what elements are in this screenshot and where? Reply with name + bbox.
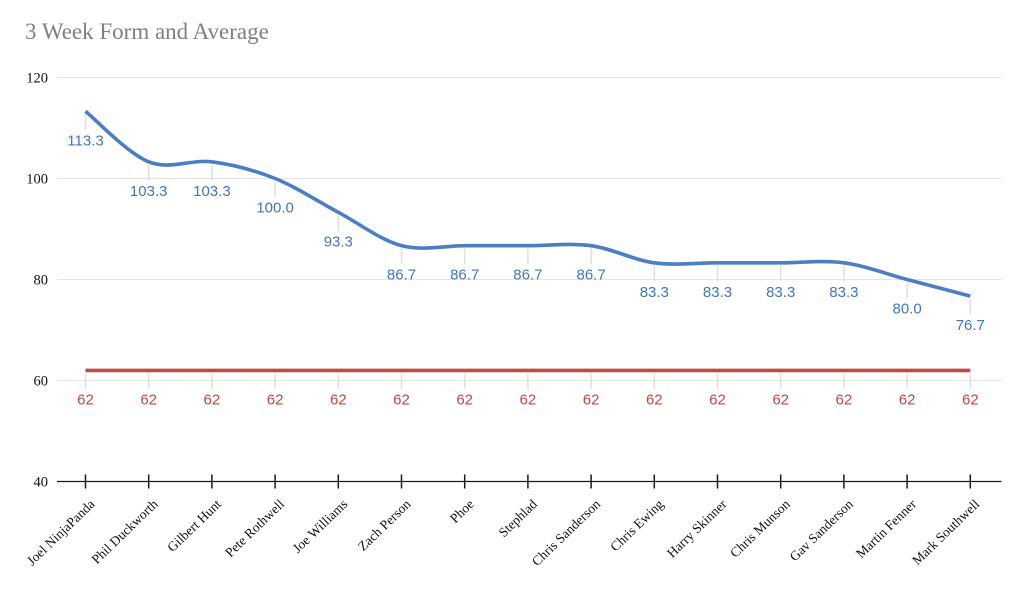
x-axis-category-label: Joe Williams (290, 496, 351, 555)
data-label-1: 62 (709, 391, 726, 408)
data-label-0: 83.3 (766, 284, 795, 301)
y-axis-tick-label: 120 (26, 71, 48, 87)
chart-title: 3 Week Form and Average (25, 19, 269, 44)
y-axis-tick-label: 80 (34, 273, 49, 289)
data-label-1: 62 (962, 391, 979, 408)
data-label-1: 62 (836, 391, 853, 408)
data-label-0: 83.3 (640, 284, 669, 301)
x-axis-category-label: Phoe (447, 496, 477, 526)
data-label-0: 103.3 (193, 183, 231, 200)
x-axis-category-label: Gav Sanderson (786, 496, 856, 564)
data-label-1: 62 (772, 391, 789, 408)
x-axis-category-label: Phil Duckworth (89, 496, 161, 567)
x-axis-category-label: Joel NinjaPanda (24, 496, 98, 568)
data-label-0: 80.0 (892, 301, 921, 318)
data-label-0: 86.7 (387, 267, 416, 284)
data-label-1: 62 (393, 391, 410, 408)
data-label-0: 86.7 (450, 267, 479, 284)
data-label-0: 76.7 (956, 317, 985, 334)
x-axis-category-label: Harry Skinner (664, 496, 730, 561)
data-label-1: 62 (520, 391, 537, 408)
y-axis-tick-label: 100 (26, 172, 48, 188)
data-label-1: 62 (267, 391, 284, 408)
data-label-1: 62 (456, 391, 473, 408)
x-axis-category-label: Chris Sanderson (529, 496, 604, 569)
data-label-0: 100.0 (256, 200, 294, 217)
data-label-0: 83.3 (829, 284, 858, 301)
x-axis-category-label: Chris Munson (727, 496, 793, 560)
x-axis-category-label: Gilbert Hunt (164, 496, 224, 555)
data-label-1: 62 (204, 391, 221, 408)
x-axis-category-label: Pete Rothwell (222, 496, 287, 560)
data-label-1: 62 (646, 391, 663, 408)
data-label-0: 103.3 (130, 183, 168, 200)
data-label-1: 62 (330, 391, 347, 408)
data-label-1: 62 (77, 391, 94, 408)
y-axis-tick-label: 40 (34, 475, 49, 491)
y-axis-tick-label: 60 (34, 374, 49, 390)
data-label-0: 93.3 (324, 233, 353, 250)
x-axis-category-label: Chris Ewing (607, 496, 666, 554)
x-axis-category-label: Martin Fenner (853, 496, 920, 561)
data-label-0: 83.3 (703, 284, 732, 301)
data-label-1: 62 (140, 391, 157, 408)
data-label-1: 62 (899, 391, 916, 408)
data-label-0: 113.3 (67, 132, 103, 149)
series-line-0 (84, 109, 971, 298)
data-label-0: 86.7 (576, 267, 605, 284)
x-axis-category-label: Mark Southwell (909, 496, 982, 568)
data-label-1: 62 (583, 391, 600, 408)
data-label-0: 86.7 (513, 267, 542, 284)
x-axis-category-label: Zach Person (355, 496, 414, 554)
x-axis-category-label: Stephlad (496, 496, 541, 540)
